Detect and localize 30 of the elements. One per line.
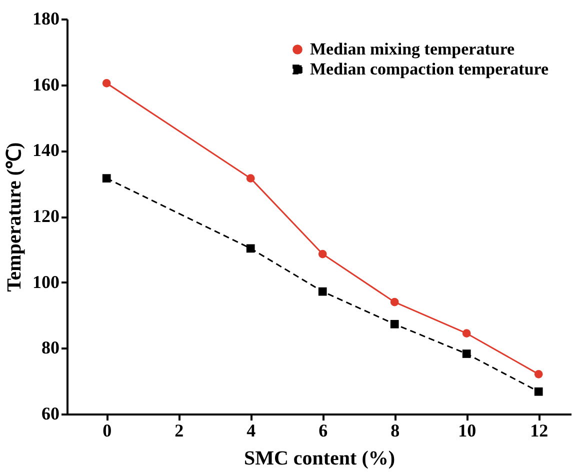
point xyxy=(462,350,471,358)
point xyxy=(102,79,111,88)
x-tick-label: 4 xyxy=(246,420,256,440)
y-tick-label: 160 xyxy=(32,74,60,94)
point xyxy=(390,320,399,328)
point xyxy=(462,329,471,338)
x-tick-label: 6 xyxy=(318,420,328,440)
y-axis-title: Temperature (℃) xyxy=(4,142,26,292)
point xyxy=(318,250,327,258)
x-tick-label: 12 xyxy=(530,420,548,440)
point xyxy=(534,370,543,378)
y-tick-label: 120 xyxy=(32,206,60,226)
point xyxy=(390,298,399,306)
point xyxy=(318,287,327,296)
y-tick-label: 180 xyxy=(32,8,60,28)
point xyxy=(102,174,111,182)
y-tick-label: 100 xyxy=(32,272,60,292)
point xyxy=(246,244,255,253)
y-tick-label: 140 xyxy=(32,140,60,160)
y-tick-label: 80 xyxy=(42,338,60,358)
legend-label: Median compaction temperature xyxy=(310,60,550,78)
point xyxy=(534,387,543,396)
x-axis-title: SMC content (%) xyxy=(244,448,396,470)
x-tick-label: 8 xyxy=(390,420,400,440)
x-tick-label: 2 xyxy=(174,420,184,440)
x-tick-label: 0 xyxy=(102,420,112,440)
point xyxy=(246,174,255,182)
x-tick-label: 10 xyxy=(458,420,476,440)
y-tick-label: 60 xyxy=(42,404,60,424)
legend-label: Median mixing temperature xyxy=(310,40,516,58)
